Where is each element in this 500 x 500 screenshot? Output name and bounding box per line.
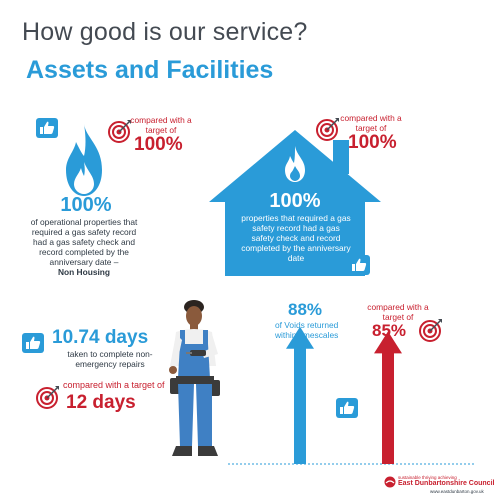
- voids-value: 88%: [288, 300, 323, 319]
- voids-target-label: compared with a target of: [367, 302, 429, 322]
- voids-target-bar: [374, 331, 402, 464]
- voids-description: of Voids returned within timescales: [275, 320, 339, 340]
- flame-icon: [66, 124, 102, 196]
- repairs-value: 10.74 days: [52, 327, 149, 348]
- footer-tagline: sustainable thriving achieving: [398, 475, 457, 480]
- voids-actual-bar: [286, 326, 314, 464]
- voids-actual-arrowhead: [286, 326, 314, 349]
- thumbs-up-icon: [22, 333, 44, 353]
- worker-illustration: [169, 300, 220, 456]
- gas-nh-target-value: 100%: [134, 134, 183, 155]
- footer-council-name: East Dunbartonshire Council: [398, 480, 495, 487]
- gas-h-description: properties that required a gas safety re…: [241, 213, 351, 263]
- gas-nh-desc-text: of operational properties that required …: [30, 217, 138, 267]
- repairs-description: taken to complete non-emergency repairs: [67, 349, 153, 369]
- repairs-target-value: 12 days: [66, 392, 136, 413]
- page-question: How good is our service?: [22, 18, 308, 46]
- target-icon: [316, 118, 339, 141]
- target-icon: [419, 319, 442, 342]
- thumbs-up-icon: [336, 398, 358, 418]
- footer-url: www.eastdunbarton.gov.uk: [430, 489, 484, 494]
- gas-h-target-label: compared with a target of: [340, 113, 402, 133]
- voids-target-value: 85%: [372, 321, 407, 340]
- gas-nh-desc-bold: Non Housing: [57, 267, 111, 277]
- gas-nh-target-label: compared with a target of: [130, 115, 192, 135]
- target-icon: [36, 386, 59, 409]
- voids-target-arrowhead: [374, 331, 402, 354]
- thumbs-up-icon: [36, 118, 58, 138]
- gas-h-target-value: 100%: [348, 132, 397, 153]
- council-logo-icon: [384, 476, 396, 488]
- gas-nh-description: of operational properties that required …: [30, 217, 138, 277]
- voids-target-stem: [382, 351, 394, 464]
- target-icon: [108, 120, 131, 143]
- gas-nh-value: 100%: [60, 194, 112, 216]
- page-title: Assets and Facilities: [26, 56, 274, 84]
- house-icon: [209, 130, 381, 276]
- repairs-target-label: compared with a target of: [63, 380, 165, 390]
- voids-actual-stem: [294, 346, 306, 464]
- voids-chart: [228, 326, 476, 465]
- gas-h-value: 100%: [269, 190, 321, 212]
- thumbs-up-icon: [348, 255, 370, 275]
